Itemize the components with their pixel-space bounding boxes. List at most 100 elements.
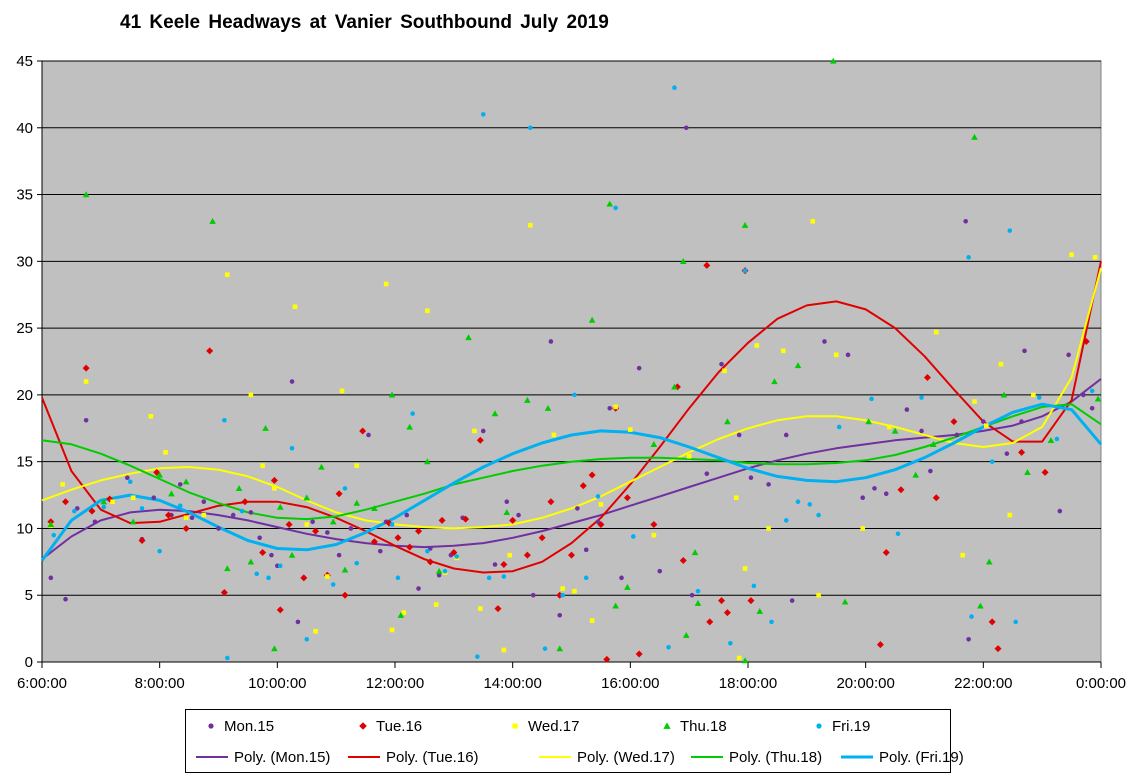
data-point [795, 499, 801, 505]
data-point [476, 436, 484, 444]
y-tick-label: 20 [16, 387, 33, 404]
data-point [741, 221, 749, 228]
data-point [1018, 448, 1026, 456]
data-point [583, 547, 589, 553]
data-point [836, 424, 842, 430]
data-point [383, 281, 389, 287]
data-point [789, 598, 795, 603]
legend-marker-icon [663, 722, 671, 729]
data-point [288, 551, 296, 558]
data-point [1094, 395, 1102, 402]
data-point [741, 657, 749, 664]
data-point [560, 586, 565, 591]
data-point [1024, 469, 1031, 475]
legend-label: Poly. (Mon.15) [234, 748, 331, 766]
data-point [783, 432, 789, 438]
data-point [454, 554, 460, 559]
data-point [442, 568, 448, 574]
data-point [988, 618, 996, 626]
data-point [568, 551, 575, 559]
data-point [841, 598, 849, 605]
data-point [341, 591, 349, 599]
data-point [377, 548, 383, 554]
data-point [728, 641, 733, 646]
trendline [41, 378, 1102, 560]
data-point [671, 383, 678, 390]
data-point [598, 502, 604, 507]
data-point [110, 499, 115, 505]
data-point [623, 494, 631, 502]
data-point [912, 471, 919, 478]
data-point [100, 498, 108, 505]
data-point [329, 518, 337, 525]
data-point [62, 498, 70, 506]
data-point [475, 654, 480, 659]
data-point [494, 605, 502, 613]
x-tick-label: 0:00:00 [1076, 675, 1126, 692]
data-point [1092, 255, 1098, 260]
data-point [424, 458, 431, 465]
data-point [1069, 252, 1074, 257]
data-point [983, 423, 989, 428]
data-point [157, 548, 162, 554]
legend-label: Fri.19 [832, 717, 871, 735]
data-point [164, 511, 172, 519]
data-point [613, 205, 618, 211]
y-tick-label: 45 [16, 53, 33, 70]
data-point [216, 526, 221, 531]
data-point [575, 506, 580, 511]
data-point [971, 133, 978, 140]
data-point [628, 427, 633, 432]
data-point [313, 628, 318, 634]
data-point [478, 606, 483, 611]
data-point [225, 655, 230, 661]
data-point [426, 558, 434, 566]
legend-marker-icon [359, 722, 367, 730]
data-point [285, 520, 293, 528]
data-point [353, 499, 361, 506]
data-point [895, 531, 901, 537]
data-point [354, 463, 360, 468]
data-point [318, 463, 325, 470]
data-point [928, 468, 933, 474]
data-point [277, 563, 283, 569]
data-point [235, 485, 243, 492]
data-point [650, 520, 658, 528]
legend-label: Poly. (Thu.18) [729, 748, 823, 766]
data-point [872, 486, 877, 491]
data-point [603, 655, 611, 663]
data-point [239, 508, 245, 514]
data-point [528, 125, 533, 131]
legend-label: Poly. (Wed.17) [577, 748, 675, 766]
data-point [807, 502, 813, 507]
data-point [148, 413, 154, 419]
data-point [706, 618, 714, 626]
data-point [486, 575, 492, 581]
data-point [48, 575, 54, 581]
legend-item: Poly. (Thu.18) [691, 742, 822, 772]
data-point [572, 588, 577, 594]
data-point [816, 592, 821, 598]
data-point [276, 503, 284, 510]
data-point [556, 645, 564, 652]
data-point [300, 574, 308, 582]
data-point [182, 524, 190, 532]
data-point [904, 407, 910, 412]
data-point [394, 534, 402, 542]
data-point [919, 428, 924, 434]
data-point [747, 597, 755, 605]
data-point [88, 507, 96, 515]
legend-marker [816, 723, 822, 729]
data-point [771, 378, 778, 385]
data-point [130, 495, 136, 501]
data-point [624, 583, 631, 590]
data-point [82, 364, 90, 372]
data-point [719, 361, 724, 367]
data-point [501, 647, 507, 653]
legend-line-icon [691, 756, 723, 758]
trendline [41, 261, 1102, 574]
data-point [769, 619, 774, 625]
x-tick-label: 20:00:00 [836, 675, 894, 692]
data-point [272, 486, 277, 491]
data-point [548, 339, 554, 344]
